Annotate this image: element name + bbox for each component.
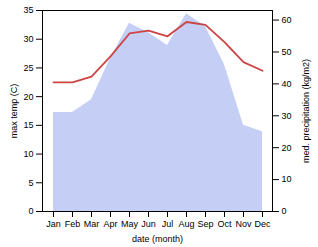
svg-text:Jan: Jan — [46, 219, 61, 229]
svg-text:25: 25 — [23, 63, 33, 73]
svg-text:50: 50 — [282, 47, 292, 57]
svg-text:max temp (C): max temp (C) — [9, 84, 19, 139]
svg-text:May: May — [121, 219, 139, 229]
svg-text:10: 10 — [282, 174, 292, 184]
svg-text:Jul: Jul — [162, 219, 174, 229]
svg-text:Jun: Jun — [141, 219, 156, 229]
svg-text:Mar: Mar — [84, 219, 100, 229]
svg-text:Feb: Feb — [65, 219, 81, 229]
svg-text:20: 20 — [23, 92, 33, 102]
svg-text:med. precipitation (kg/m2): med. precipitation (kg/m2) — [301, 59, 311, 163]
svg-text:40: 40 — [282, 79, 292, 89]
svg-text:30: 30 — [282, 111, 292, 121]
svg-text:30: 30 — [23, 34, 33, 44]
svg-text:15: 15 — [23, 120, 33, 130]
svg-text:Dec: Dec — [254, 219, 271, 229]
svg-text:60: 60 — [282, 15, 292, 25]
svg-text:Sep: Sep — [197, 219, 213, 229]
svg-text:Aug: Aug — [178, 219, 194, 229]
svg-text:Nov: Nov — [235, 219, 252, 229]
svg-text:date (month): date (month) — [132, 234, 183, 244]
svg-text:20: 20 — [282, 143, 292, 153]
svg-text:35: 35 — [23, 5, 33, 15]
svg-text:Oct: Oct — [217, 219, 232, 229]
svg-text:0: 0 — [282, 206, 287, 216]
svg-text:10: 10 — [23, 149, 33, 159]
svg-text:0: 0 — [28, 206, 33, 216]
svg-text:Apr: Apr — [103, 219, 117, 229]
svg-text:5: 5 — [28, 178, 33, 188]
